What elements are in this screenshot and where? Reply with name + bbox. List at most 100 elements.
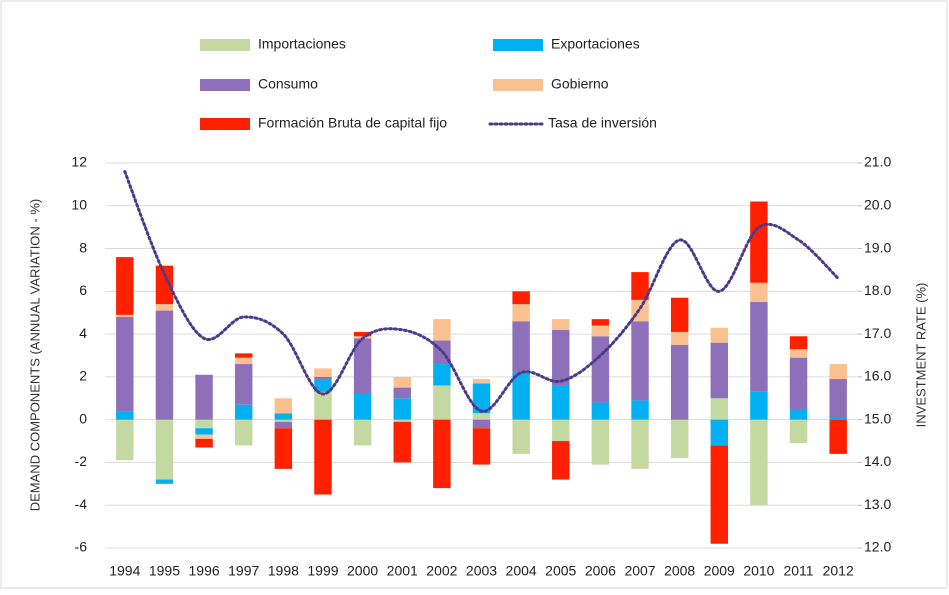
bar-segment [472, 413, 491, 420]
x-tick-label: 1994 [109, 563, 140, 579]
bar-segment [195, 374, 213, 420]
bar-segment [155, 310, 174, 420]
legend-label: Formación Bruta de capital fijo [258, 115, 447, 131]
x-tick-label: 2008 [664, 563, 695, 579]
bar-segment [472, 383, 491, 414]
bar-segment [195, 428, 213, 435]
x-tick-label: 2006 [585, 563, 616, 579]
x-tick-label: 2011 [783, 563, 813, 579]
bar-segment [393, 376, 411, 388]
bar-segment [710, 398, 729, 420]
bar-segment [512, 304, 530, 322]
x-tick-label: 2010 [743, 563, 774, 579]
bar-segment [195, 419, 213, 429]
bar-segment [750, 282, 768, 303]
bar-segment [829, 364, 847, 380]
bar-segment [670, 419, 689, 459]
bar-segment [670, 297, 689, 332]
bar-segment [750, 201, 768, 283]
bar-segment [234, 419, 253, 446]
bar-segment [234, 357, 253, 365]
bar-segment [631, 321, 649, 401]
bar-segment [234, 404, 253, 420]
bar-segment [353, 331, 372, 337]
x-tick-label: 2001 [387, 563, 418, 579]
y2-tick-label: 12.0 [864, 539, 891, 555]
bar-segment [353, 338, 372, 394]
bar-segment [314, 419, 332, 495]
y-tick-label: -4 [75, 496, 88, 512]
bar-segment [591, 419, 610, 465]
y2-tick-label: 17.0 [864, 325, 891, 341]
bar-segment [789, 349, 808, 358]
bar-segment [670, 331, 689, 345]
bar-segment [829, 417, 847, 420]
y-tick-label: -6 [75, 539, 88, 555]
y2-tick-label: 16.0 [864, 368, 891, 384]
y-tick-label: 6 [79, 282, 87, 298]
bar-segment [155, 304, 174, 311]
bar-segment [155, 479, 174, 484]
y2-tick-label: 19.0 [864, 239, 891, 255]
bar-segment [314, 368, 332, 377]
y2-tick-label: 14.0 [864, 453, 891, 469]
y-axis-title: DEMAND COMPONENTS (ANNUAL VARIATION - %) [27, 199, 42, 512]
x-tick-label: 1998 [268, 563, 299, 579]
legend-label: Consumo [258, 76, 318, 92]
y2-tick-label: 18.0 [864, 282, 891, 298]
legend-swatch [493, 39, 543, 51]
x-tick-label: 1995 [149, 563, 180, 579]
x-tick-label: 2012 [823, 563, 854, 579]
bar-segment [393, 398, 411, 420]
bar-segment [274, 419, 293, 422]
bar-segment [472, 428, 491, 465]
bar-segment [116, 317, 134, 412]
bar-segment [472, 419, 491, 429]
bar-segment [591, 336, 610, 403]
bar-segment [274, 428, 293, 469]
legend-label: Tasa de inversión [548, 115, 657, 131]
bar-segment [116, 411, 134, 420]
bar-segment [789, 408, 808, 420]
y-tick-label: 8 [79, 239, 87, 255]
bar-segment [750, 391, 768, 420]
legend-swatch [200, 39, 250, 51]
bar-segment [314, 376, 332, 380]
bar-segment [195, 438, 213, 448]
bar-segment [552, 385, 570, 420]
bar-segment [750, 302, 768, 392]
bar-segment [234, 364, 253, 405]
bar-segment [116, 257, 134, 315]
x-tick-label: 2007 [624, 563, 655, 579]
bar-segment [393, 419, 411, 422]
bar-segment [591, 402, 610, 420]
x-tick-label: 2002 [426, 563, 457, 579]
x-tick-label: 2005 [545, 563, 576, 579]
bar-segment [512, 419, 530, 454]
bar-segment [393, 421, 411, 463]
x-tick-label: 2003 [466, 563, 497, 579]
bar-segment [710, 342, 729, 399]
bar-segment [631, 272, 649, 300]
y-tick-label: 12 [71, 154, 87, 170]
bar-segment [552, 441, 570, 480]
y-tick-label: 4 [79, 325, 87, 341]
bar-segment [512, 372, 530, 420]
legend-label: Gobierno [551, 76, 609, 92]
bar-segment [631, 400, 649, 420]
bar-segment [353, 419, 372, 446]
y-tick-label: 0 [79, 410, 87, 426]
y-tick-label: -2 [75, 453, 88, 469]
bar-segment [116, 419, 134, 461]
bar-segment [710, 445, 729, 544]
bar-segment [552, 329, 570, 386]
bar-segment [789, 336, 808, 350]
x-tick-label: 1999 [307, 563, 338, 579]
bar-segment [433, 419, 451, 489]
bar-segment [433, 364, 451, 386]
bar-segment [591, 319, 610, 326]
bar-segment [472, 379, 491, 384]
line-series [123, 170, 840, 413]
bar-segment [710, 327, 729, 343]
